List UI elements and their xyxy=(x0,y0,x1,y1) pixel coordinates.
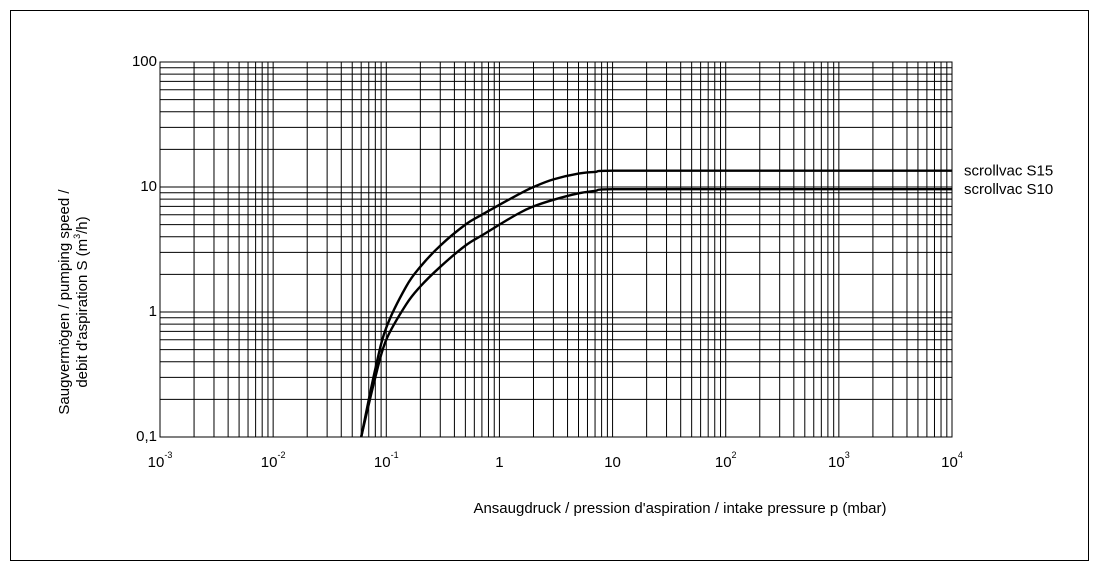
x-tick-label: 1 xyxy=(495,454,503,471)
x-tick-label: 103 xyxy=(828,450,850,471)
y-tick-label: 1 xyxy=(149,303,157,320)
x-tick-label: 10-3 xyxy=(148,450,173,471)
y-tick-label: 10 xyxy=(140,178,157,195)
y-axis-title-line1: Saugvermögen / pumping speed / xyxy=(56,189,73,415)
x-tick-label: 10 xyxy=(604,454,621,471)
x-tick-label: 10-2 xyxy=(261,450,286,471)
x-axis-title: Ansaugdruck / pression d'aspiration / in… xyxy=(473,500,886,517)
x-tick-label: 10-1 xyxy=(374,450,399,471)
y-axis-title: Saugvermögen / pumping speed / debit d'a… xyxy=(56,189,91,415)
y-axis-title-line2: debit d'aspiration S (m3/h) xyxy=(72,216,91,387)
series-label-scrollvac-s15: scrollvac S15 xyxy=(964,163,1053,180)
y-axis-title-line2-sup: 3 xyxy=(72,234,82,239)
series-line-scrollvac-s15 xyxy=(360,169,953,438)
x-tick-labels: 10-3 10-2 10-1 1 10 102 103 104 xyxy=(148,450,963,471)
series-label-scrollvac-s10: scrollvac S10 xyxy=(964,181,1053,198)
y-tick-label: 100 xyxy=(132,53,157,70)
y-axis-title-line2-prefix: debit d'aspiration S (m xyxy=(74,239,91,388)
plot-area-border xyxy=(159,61,953,438)
y-tick-label: 0,1 xyxy=(136,428,157,445)
grid xyxy=(160,62,952,437)
x-tick-label: 104 xyxy=(941,450,963,471)
x-tick-label: 102 xyxy=(715,450,737,471)
y-tick-labels: 0,1 1 10 100 xyxy=(132,53,157,445)
y-axis-title-line2-suffix: /h) xyxy=(74,216,91,234)
outer-border xyxy=(10,10,1089,561)
series-line-scrollvac-s10 xyxy=(360,187,952,438)
